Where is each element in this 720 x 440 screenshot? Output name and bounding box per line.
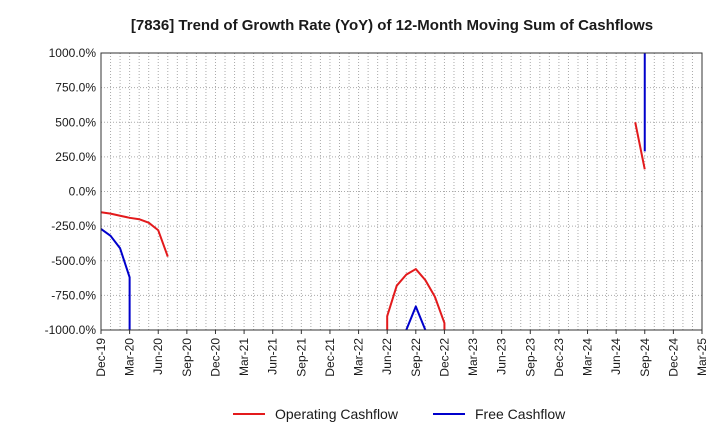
- x-tick-label: Mar-22: [352, 338, 366, 376]
- y-tick-label: 0.0%: [69, 185, 97, 199]
- legend: Operating Cashflow Free Cashflow: [233, 406, 566, 422]
- series-line-free-cashflow: [405, 305, 427, 331]
- x-tick-label: Jun-21: [266, 338, 280, 375]
- x-tick-label: Mar-24: [581, 338, 595, 376]
- y-axis-ticks: 1000.0% 750.0% 500.0% 250.0% 0.0% -250.0% -500…: [45, 46, 97, 337]
- y-tick-label: 750.0%: [55, 81, 96, 95]
- y-tick-label: -1000.0%: [45, 323, 97, 337]
- series-lines: [100, 53, 646, 331]
- x-axis-ticks: Dec-19 Mar-20 Jun-20 Sep-20 Dec-20 Mar-21 Jun-…: [94, 330, 709, 377]
- y-tick-label: -250.0%: [51, 219, 96, 233]
- x-tick-label: Dec-23: [552, 338, 566, 377]
- x-tick-label: Sep-22: [409, 338, 423, 377]
- series-line-free-cashflow: [100, 228, 131, 330]
- y-tick-label: 250.0%: [55, 150, 96, 164]
- x-tick-label: Dec-20: [208, 338, 222, 377]
- plot-border: [100, 52, 703, 331]
- x-tick-label: Dec-19: [94, 338, 108, 377]
- x-tick-label: Sep-21: [294, 338, 308, 377]
- x-tick-label: Jun-24: [609, 338, 623, 375]
- x-tick-label: Jun-20: [151, 338, 165, 375]
- y-tick-label: -500.0%: [51, 254, 96, 268]
- x-tick-label: Dec-24: [666, 338, 680, 377]
- legend-label-operating-cashflow: Operating Cashflow: [275, 406, 399, 422]
- series-line-operating-cashflow: [100, 211, 169, 257]
- x-tick-label: Mar-25: [695, 338, 709, 376]
- x-tick-label: Sep-24: [638, 338, 652, 377]
- x-tick-label: Sep-23: [523, 338, 537, 377]
- x-tick-label: Mar-20: [123, 338, 137, 376]
- x-tick-label: Jun-22: [380, 338, 394, 375]
- x-tick-label: Sep-20: [180, 338, 194, 377]
- series-line-operating-cashflow: [386, 268, 446, 330]
- x-tick-label: Jun-23: [495, 338, 509, 375]
- y-tick-label: 1000.0%: [49, 46, 97, 60]
- x-tick-label: Mar-21: [237, 338, 251, 376]
- legend-label-free-cashflow: Free Cashflow: [475, 406, 566, 422]
- y-tick-label: -750.0%: [51, 288, 96, 302]
- y-tick-label: 500.0%: [55, 115, 96, 129]
- x-tick-label: Mar-23: [466, 338, 480, 376]
- chart-title: [7836] Trend of Growth Rate (YoY) of 12-…: [131, 17, 653, 34]
- x-tick-label: Dec-22: [437, 338, 451, 377]
- series-line-operating-cashflow: [634, 122, 646, 170]
- x-tick-label: Dec-21: [323, 338, 337, 377]
